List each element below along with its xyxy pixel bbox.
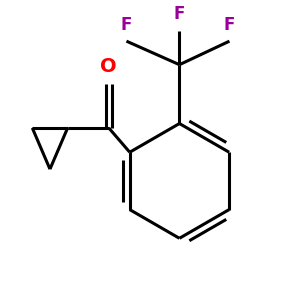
Text: F: F	[224, 16, 235, 34]
Text: F: F	[174, 5, 185, 23]
Text: F: F	[121, 16, 132, 34]
Text: O: O	[100, 58, 117, 76]
